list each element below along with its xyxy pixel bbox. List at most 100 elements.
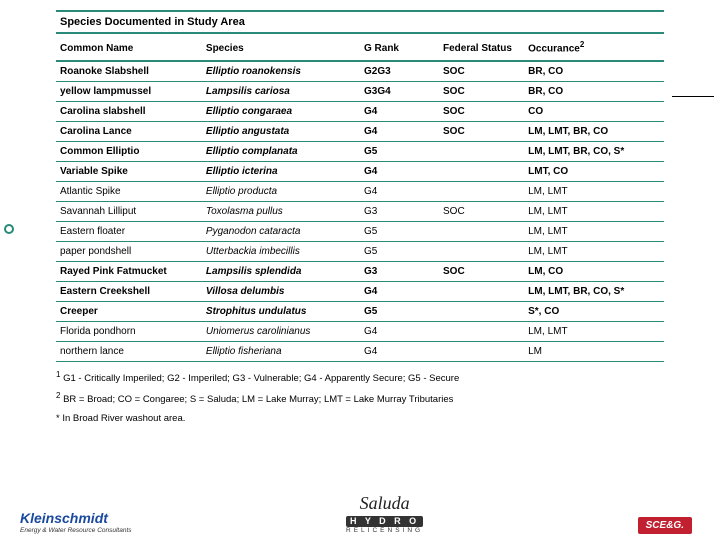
cell-federal-status	[439, 242, 524, 262]
cell-occurance: LM, LMT, BR, CO, S*	[524, 142, 664, 162]
cell-species: Elliptio roanokensis	[202, 61, 360, 82]
header-species: Species	[202, 34, 360, 61]
cell-species: Elliptio icterina	[202, 162, 360, 182]
logo-saluda-hydro: Saluda H Y D R O RELICENSING	[346, 494, 423, 535]
species-table-container: Species Documented in Study Area Common …	[0, 0, 720, 362]
cell-g-rank: G5	[360, 222, 439, 242]
cell-g-rank: G3	[360, 262, 439, 282]
footnote-2: 2 BR = Broad; CO = Congaree; S = Saluda;…	[56, 391, 664, 405]
table-row: northern lanceElliptio fisherianaG4 LM	[56, 342, 664, 362]
table-header-row: Common Name Species G Rank Federal Statu…	[56, 34, 664, 61]
table-row: Florida pondhornUniomerus carolinianusG4…	[56, 322, 664, 342]
table-title: Species Documented in Study Area	[60, 16, 245, 28]
logo-kleinschmidt: Kleinschmidt Energy & Water Resource Con…	[20, 511, 132, 534]
table-row: Rayed Pink FatmucketLampsilis splendidaG…	[56, 262, 664, 282]
logo-center-script: Saluda	[346, 494, 423, 512]
slide-marker-dot	[4, 224, 14, 234]
table-title-bar: Species Documented in Study Area	[56, 10, 664, 34]
table-row: Atlantic SpikeElliptio productaG4LM, LMT	[56, 182, 664, 202]
cell-occurance: BR, CO	[524, 61, 664, 82]
cell-occurance: S*, CO	[524, 302, 664, 322]
table-row: Roanoke SlabshellElliptio roanokensisG2G…	[56, 61, 664, 82]
cell-species: Lampsilis cariosa	[202, 82, 360, 102]
cell-federal-status	[439, 302, 524, 322]
cell-g-rank: G4	[360, 182, 439, 202]
table-row: Carolina slabshellElliptio congaraeaG4SO…	[56, 102, 664, 122]
cell-g-rank: G3	[360, 202, 439, 222]
cell-species: Pyganodon cataracta	[202, 222, 360, 242]
cell-common-name: Variable Spike	[56, 162, 202, 182]
logo-left-name: Kleinschmidt	[20, 511, 132, 526]
cell-occurance: LM, LMT, BR, CO, S*	[524, 282, 664, 302]
table-row: Eastern floaterPyganodon cataractaG5 LM, …	[56, 222, 664, 242]
cell-federal-status: SOC	[439, 262, 524, 282]
cell-common-name: Common Elliptio	[56, 142, 202, 162]
table-row: Savannah LilliputToxolasma pullusG3SOCLM…	[56, 202, 664, 222]
cell-common-name: paper pondshell	[56, 242, 202, 262]
cell-federal-status	[439, 322, 524, 342]
cell-federal-status	[439, 222, 524, 242]
cell-federal-status	[439, 182, 524, 202]
footnote-1: 1 G1 - Critically Imperiled; G2 - Imperi…	[56, 370, 664, 384]
cell-species: Elliptio complanata	[202, 142, 360, 162]
cell-common-name: Atlantic Spike	[56, 182, 202, 202]
table-row: paper pondshellUtterbackia imbecillisG5L…	[56, 242, 664, 262]
cell-common-name: Eastern floater	[56, 222, 202, 242]
table-row: Carolina LanceElliptio angustataG4SOCLM,…	[56, 122, 664, 142]
cell-occurance: LM, LMT	[524, 202, 664, 222]
logo-center-relicensing: RELICENSING	[346, 528, 423, 535]
cell-federal-status: SOC	[439, 122, 524, 142]
cell-federal-status: SOC	[439, 202, 524, 222]
cell-common-name: Carolina Lance	[56, 122, 202, 142]
table-row: CreeperStrophitus undulatusG5S*, CO	[56, 302, 664, 322]
footnotes: 1 G1 - Critically Imperiled; G2 - Imperi…	[0, 362, 720, 423]
table-row: yellow lampmusselLampsilis cariosaG3G4SO…	[56, 82, 664, 102]
cell-occurance: LM, LMT	[524, 242, 664, 262]
cell-common-name: Creeper	[56, 302, 202, 322]
cell-species: Toxolasma pullus	[202, 202, 360, 222]
cell-federal-status	[439, 162, 524, 182]
header-occurance: Occurance2	[524, 34, 664, 61]
cell-g-rank: G2G3	[360, 61, 439, 82]
cell-species: Elliptio congaraea	[202, 102, 360, 122]
cell-g-rank: G4	[360, 282, 439, 302]
cell-species: Elliptio angustata	[202, 122, 360, 142]
cell-occurance: LM, LMT, BR, CO	[524, 122, 664, 142]
cell-common-name: Florida pondhorn	[56, 322, 202, 342]
cell-occurance: LM, LMT	[524, 222, 664, 242]
table-row: Eastern CreekshellVillosa delumbisG4 LM, …	[56, 282, 664, 302]
cell-species: Lampsilis splendida	[202, 262, 360, 282]
cell-common-name: yellow lampmussel	[56, 82, 202, 102]
cell-g-rank: G4	[360, 322, 439, 342]
cell-species: Strophitus undulatus	[202, 302, 360, 322]
cell-common-name: Roanoke Slabshell	[56, 61, 202, 82]
logo-sceg: SCE&G.	[638, 517, 692, 534]
cell-occurance: LM, LMT	[524, 322, 664, 342]
cell-federal-status	[439, 282, 524, 302]
cell-common-name: Eastern Creekshell	[56, 282, 202, 302]
cell-species: Uniomerus carolinianus	[202, 322, 360, 342]
cell-occurance: LM	[524, 342, 664, 362]
species-table: Common Name Species G Rank Federal Statu…	[56, 34, 664, 362]
cell-common-name: Rayed Pink Fatmucket	[56, 262, 202, 282]
cell-federal-status: SOC	[439, 82, 524, 102]
table-body: Roanoke SlabshellElliptio roanokensisG2G…	[56, 61, 664, 362]
cell-federal-status: SOC	[439, 61, 524, 82]
header-federal-status: Federal Status	[439, 34, 524, 61]
footnote-3: * In Broad River washout area.	[56, 413, 664, 424]
cell-common-name: Savannah Lilliput	[56, 202, 202, 222]
cell-species: Elliptio producta	[202, 182, 360, 202]
cell-federal-status	[439, 342, 524, 362]
footer: Kleinschmidt Energy & Water Resource Con…	[0, 488, 720, 536]
annotation-mark	[672, 96, 714, 97]
cell-common-name: Carolina slabshell	[56, 102, 202, 122]
cell-occurance: CO	[524, 102, 664, 122]
cell-species: Elliptio fisheriana	[202, 342, 360, 362]
cell-g-rank: G4	[360, 342, 439, 362]
cell-occurance: LM, CO	[524, 262, 664, 282]
cell-species: Utterbackia imbecillis	[202, 242, 360, 262]
logo-center-hydro: H Y D R O	[346, 516, 423, 527]
cell-common-name: northern lance	[56, 342, 202, 362]
cell-species: Villosa delumbis	[202, 282, 360, 302]
cell-federal-status	[439, 142, 524, 162]
